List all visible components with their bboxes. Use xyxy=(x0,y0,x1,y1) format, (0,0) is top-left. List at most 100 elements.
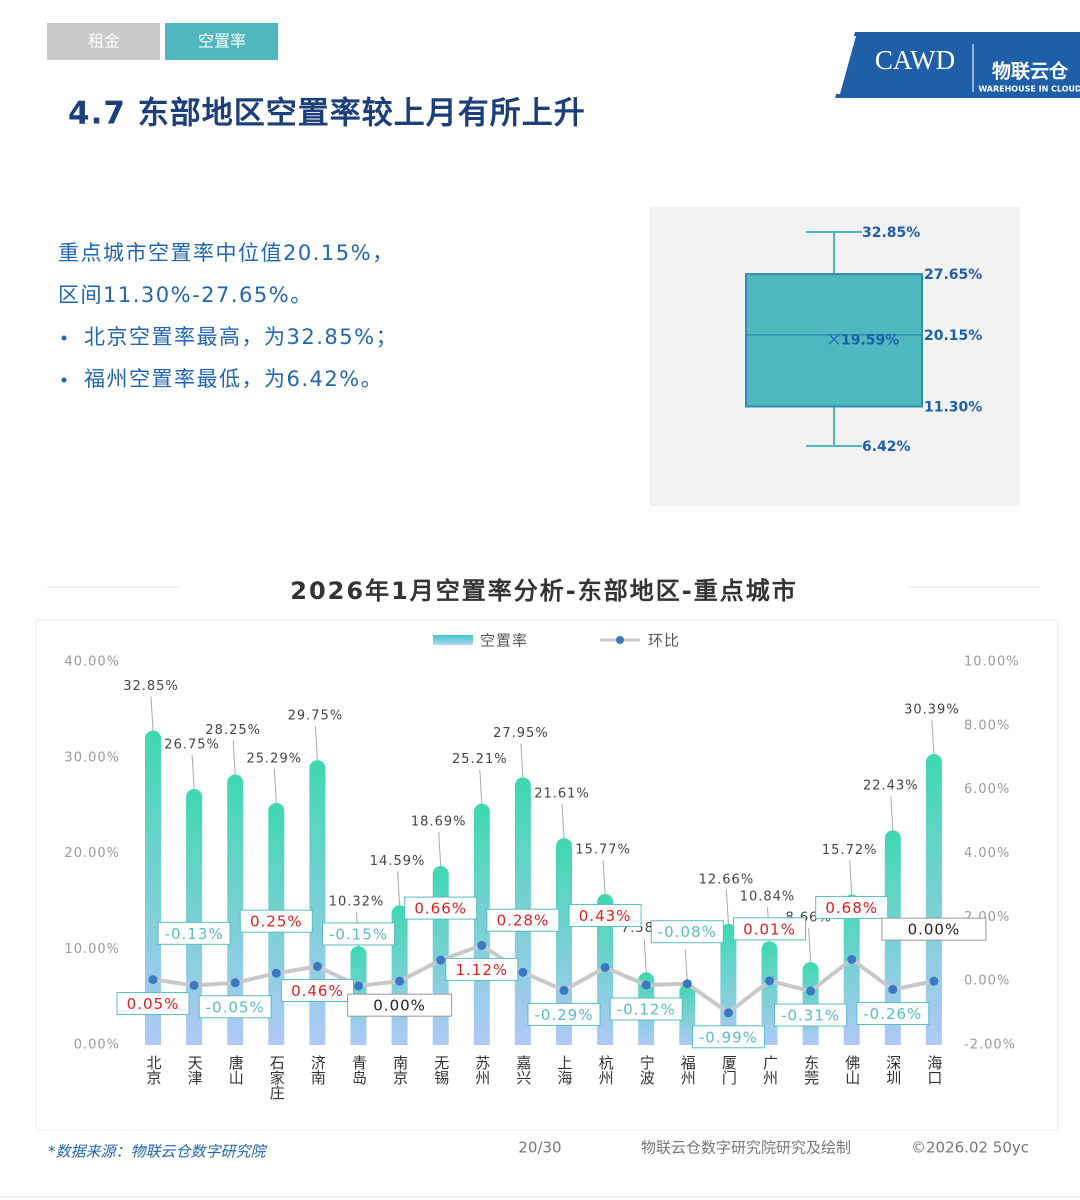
leader-line xyxy=(849,860,853,895)
tab-bg[interactable] xyxy=(47,23,160,60)
bar-value-label: 26.75% xyxy=(164,737,220,752)
summary-line: 重点城市空置率中位值20.15%， xyxy=(58,241,395,265)
line-label-box xyxy=(347,993,453,1017)
bar-value-label: 21.61% xyxy=(534,787,590,802)
line-value-label: -0.29% xyxy=(534,1006,593,1024)
line-value-label: -0.05% xyxy=(206,998,265,1016)
leader-line xyxy=(520,743,524,778)
tab-bg[interactable] xyxy=(165,23,278,60)
bar-value-label: 27.95% xyxy=(493,726,549,741)
bar-value-label: 10.84% xyxy=(740,890,796,905)
logo-stripe xyxy=(834,36,856,94)
x-tick-label: 上海 xyxy=(556,1055,574,1085)
leader-line xyxy=(150,696,154,731)
summary-bullet: 福州空置率最低，为6.42%。 xyxy=(84,367,383,391)
line-marker xyxy=(230,978,240,988)
y2-tick-label: 6.00% xyxy=(964,782,1010,797)
legend-marker xyxy=(616,636,624,644)
line-value-label: -0.26% xyxy=(863,1005,922,1023)
line-marker xyxy=(888,984,898,994)
x-tick-label: 济南 xyxy=(309,1055,327,1085)
bar-value-label: 18.69% xyxy=(411,815,467,830)
line-label-box xyxy=(609,997,683,1021)
bar-value-label: 12.66% xyxy=(699,872,755,887)
x-tick-label: 佛山 xyxy=(843,1055,861,1085)
line-label-box xyxy=(404,896,478,920)
leader-line xyxy=(808,928,812,963)
x-tick-label: 南京 xyxy=(391,1055,409,1086)
line-label-box xyxy=(486,908,560,932)
x-tick-label: 青岛 xyxy=(350,1055,368,1085)
bar xyxy=(843,894,860,1045)
line-value-label: 0.46% xyxy=(291,982,344,1000)
x-tick-label: 无锡 xyxy=(432,1055,450,1085)
line-label-box xyxy=(239,909,313,933)
line-value-label: 0.28% xyxy=(497,912,550,930)
line-marker xyxy=(559,985,569,995)
line-label-box xyxy=(157,921,231,945)
x-tick-label: 深圳 xyxy=(884,1055,902,1085)
chart-title-bg xyxy=(180,572,908,615)
line-label-box xyxy=(568,903,642,927)
tab[interactable]: 空置率 xyxy=(198,32,246,51)
line-label-box xyxy=(198,995,272,1019)
bar-value-label: 14.59% xyxy=(370,854,426,869)
line-marker xyxy=(806,986,816,996)
line-value-label: -0.08% xyxy=(658,923,717,941)
footer-source: *数据来源：物联云仓数字研究院 xyxy=(48,1143,268,1161)
legend-swatch xyxy=(433,635,473,645)
bar-value-label: 28.25% xyxy=(205,723,261,738)
bar xyxy=(925,754,942,1045)
line-value-label: 1.12% xyxy=(455,961,508,979)
bar-value-label: 25.29% xyxy=(247,751,303,766)
bar-value-label: 15.77% xyxy=(575,843,631,858)
line-label-box xyxy=(856,1001,930,1025)
line-marker xyxy=(765,976,774,986)
line-value-label: -0.12% xyxy=(617,1000,676,1018)
box-label: 11.30% xyxy=(924,399,982,415)
bar xyxy=(761,941,778,1045)
line-marker xyxy=(847,954,857,964)
x-tick-label: 嘉兴 xyxy=(514,1055,532,1085)
y-tick-label: 40.00% xyxy=(64,655,120,670)
bar xyxy=(802,962,819,1045)
mean-marker xyxy=(828,333,840,345)
y2-tick-label: 4.00% xyxy=(964,846,1010,861)
bar xyxy=(227,774,244,1045)
line-value-label: 0.00% xyxy=(908,921,961,939)
line-value-label: 0.05% xyxy=(127,995,180,1013)
y2-tick-label: 0.00% xyxy=(964,974,1010,989)
x-tick-label: 天津 xyxy=(186,1055,204,1085)
page-title: 4.7 东部地区空置率较上月有所上升 xyxy=(68,96,586,132)
bar xyxy=(473,803,490,1045)
x-tick-label: 厦门 xyxy=(720,1055,738,1086)
line-marker xyxy=(312,961,322,971)
line-marker xyxy=(148,975,158,985)
line-marker xyxy=(354,981,363,991)
line-marker xyxy=(723,1008,733,1018)
bar xyxy=(145,730,161,1045)
y-tick-label: 20.00% xyxy=(64,846,120,861)
box-label: 32.85% xyxy=(862,225,920,241)
line-value-label: -0.31% xyxy=(781,1007,840,1025)
line-label-box xyxy=(322,922,395,946)
line-value-label: -0.13% xyxy=(165,925,224,943)
leader-line xyxy=(314,726,318,761)
bar-value-label: 30.39% xyxy=(904,703,960,718)
tab[interactable]: 租金 xyxy=(88,32,120,51)
line xyxy=(152,943,935,1016)
leader-line xyxy=(232,740,236,775)
line-value-label: -0.15% xyxy=(329,925,388,943)
line-label-box xyxy=(650,920,724,944)
footer-credit: 物联云仓数字研究院研究及绘制 xyxy=(641,1139,851,1157)
line-label-box xyxy=(691,1025,765,1049)
bar-value-label: 10.32% xyxy=(329,895,385,910)
leader-line xyxy=(643,938,647,973)
y-tick-label: 0.00% xyxy=(74,1038,120,1053)
x-tick-label: 北京 xyxy=(145,1055,163,1086)
line-marker xyxy=(682,979,692,989)
bullet xyxy=(61,335,67,341)
y2-tick-label: 10.00% xyxy=(964,655,1020,670)
box-label: 6.42% xyxy=(862,439,911,455)
line-marker xyxy=(600,962,610,972)
